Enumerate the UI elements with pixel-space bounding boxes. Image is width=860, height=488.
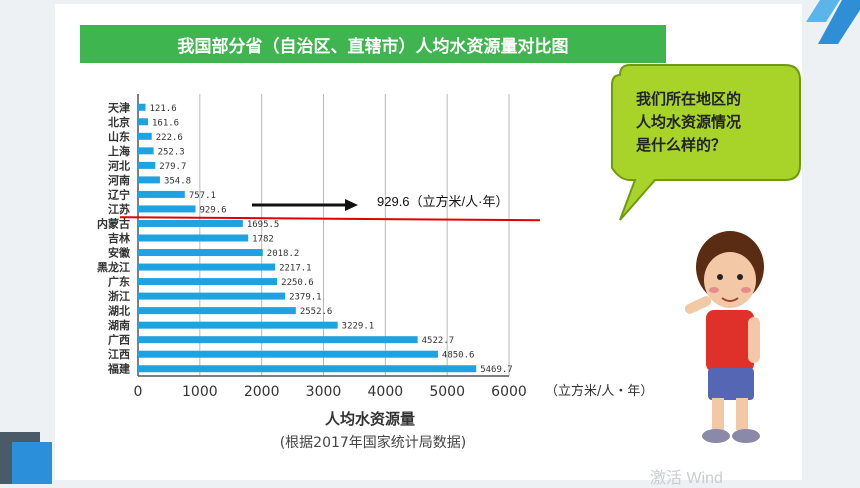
bar — [138, 103, 146, 111]
category-label: 吉林 — [108, 231, 130, 245]
x-tick-label: 1000 — [182, 384, 218, 400]
value-label: 1782 — [252, 235, 274, 245]
speech-bubble — [611, 64, 801, 221]
category-label: 安徽 — [108, 246, 131, 260]
bar — [138, 205, 196, 213]
bar — [138, 176, 160, 184]
bar — [138, 336, 418, 344]
value-label: 3229.1 — [342, 322, 375, 332]
bar — [138, 190, 185, 198]
x-axis-unit: （立方米/人・年） — [545, 384, 654, 399]
value-label: 354.8 — [164, 176, 191, 186]
corner-decoration-top-right — [806, 0, 860, 44]
bar — [138, 161, 156, 169]
category-label: 上海 — [108, 144, 130, 158]
category-label: 山东 — [108, 129, 130, 143]
value-label: 4850.6 — [442, 351, 475, 361]
category-label: 辽宁 — [108, 187, 130, 201]
bar — [138, 132, 152, 140]
x-tick-label: 6000 — [491, 384, 527, 400]
value-label: 4522.7 — [422, 336, 455, 346]
value-label: 1695.5 — [247, 220, 280, 230]
corner-decoration-bottom-left — [0, 432, 52, 484]
bar — [138, 292, 286, 300]
category-label: 河北 — [108, 158, 130, 172]
reference-annotation: 929.6（立方米/人·年） — [377, 194, 509, 209]
category-label: 河南 — [108, 173, 130, 187]
value-label: 2379.1 — [289, 293, 322, 303]
value-label: 161.6 — [152, 118, 179, 128]
category-label: 江苏 — [108, 202, 130, 216]
category-label: 江西 — [108, 347, 130, 361]
x-tick-label: 2000 — [244, 384, 280, 400]
bar — [138, 118, 148, 126]
value-label: 121.6 — [150, 104, 177, 114]
category-label: 广东 — [108, 275, 130, 289]
bubble-line: 人均水资源情况 — [636, 113, 742, 131]
value-label: 2018.2 — [267, 249, 300, 259]
value-label: 2552.6 — [300, 307, 333, 317]
category-label: 湖南 — [108, 318, 130, 332]
bubble-text: 我们所在地区的 人均水资源情况 是什么样的？ — [636, 88, 786, 157]
bar — [138, 147, 154, 155]
bar — [138, 278, 278, 286]
bar — [138, 219, 243, 227]
bar — [138, 263, 276, 271]
bar — [138, 365, 477, 373]
x-tick-label: 4000 — [368, 384, 404, 400]
category-label: 福建 — [107, 362, 131, 376]
bar — [138, 350, 438, 358]
value-label: 2217.1 — [279, 264, 312, 274]
x-tick-label: 3000 — [306, 384, 342, 400]
chart-title: 我国部分省（自治区、直辖市）人均水资源量对比图 — [80, 25, 666, 63]
value-label: 222.6 — [156, 133, 183, 143]
category-label: 广西 — [108, 333, 130, 347]
bubble-line: 我们所在地区的 — [636, 90, 742, 108]
bar — [138, 234, 249, 242]
value-label: 252.3 — [158, 147, 185, 157]
data-source-note: (根据2017年国家统计局数据) — [279, 435, 467, 451]
value-label: 757.1 — [189, 191, 216, 201]
category-label: 黑龙江 — [97, 260, 130, 274]
value-label: 2250.6 — [281, 278, 314, 288]
bar — [138, 321, 338, 329]
value-label: 5469.7 — [480, 365, 513, 375]
activation-watermark: 激活 Wind — [650, 470, 723, 487]
x-tick-label: 5000 — [429, 384, 465, 400]
cartoon-boy-illustration — [684, 231, 764, 443]
x-axis-label: 人均水资源量 — [324, 410, 415, 428]
bar — [138, 307, 296, 315]
category-label: 浙江 — [108, 289, 130, 303]
bar — [138, 249, 263, 257]
category-label: 内蒙古 — [97, 216, 130, 230]
annotation-arrow-head — [345, 199, 358, 211]
category-label: 天津 — [108, 100, 130, 114]
x-tick-label: 0 — [134, 384, 143, 400]
category-label: 北京 — [108, 115, 130, 129]
value-label: 929.6 — [199, 205, 226, 215]
bubble-line: 是什么样的？ — [636, 136, 727, 154]
value-label: 279.7 — [159, 162, 186, 172]
reference-line — [119, 216, 541, 222]
category-label: 湖北 — [108, 304, 130, 318]
